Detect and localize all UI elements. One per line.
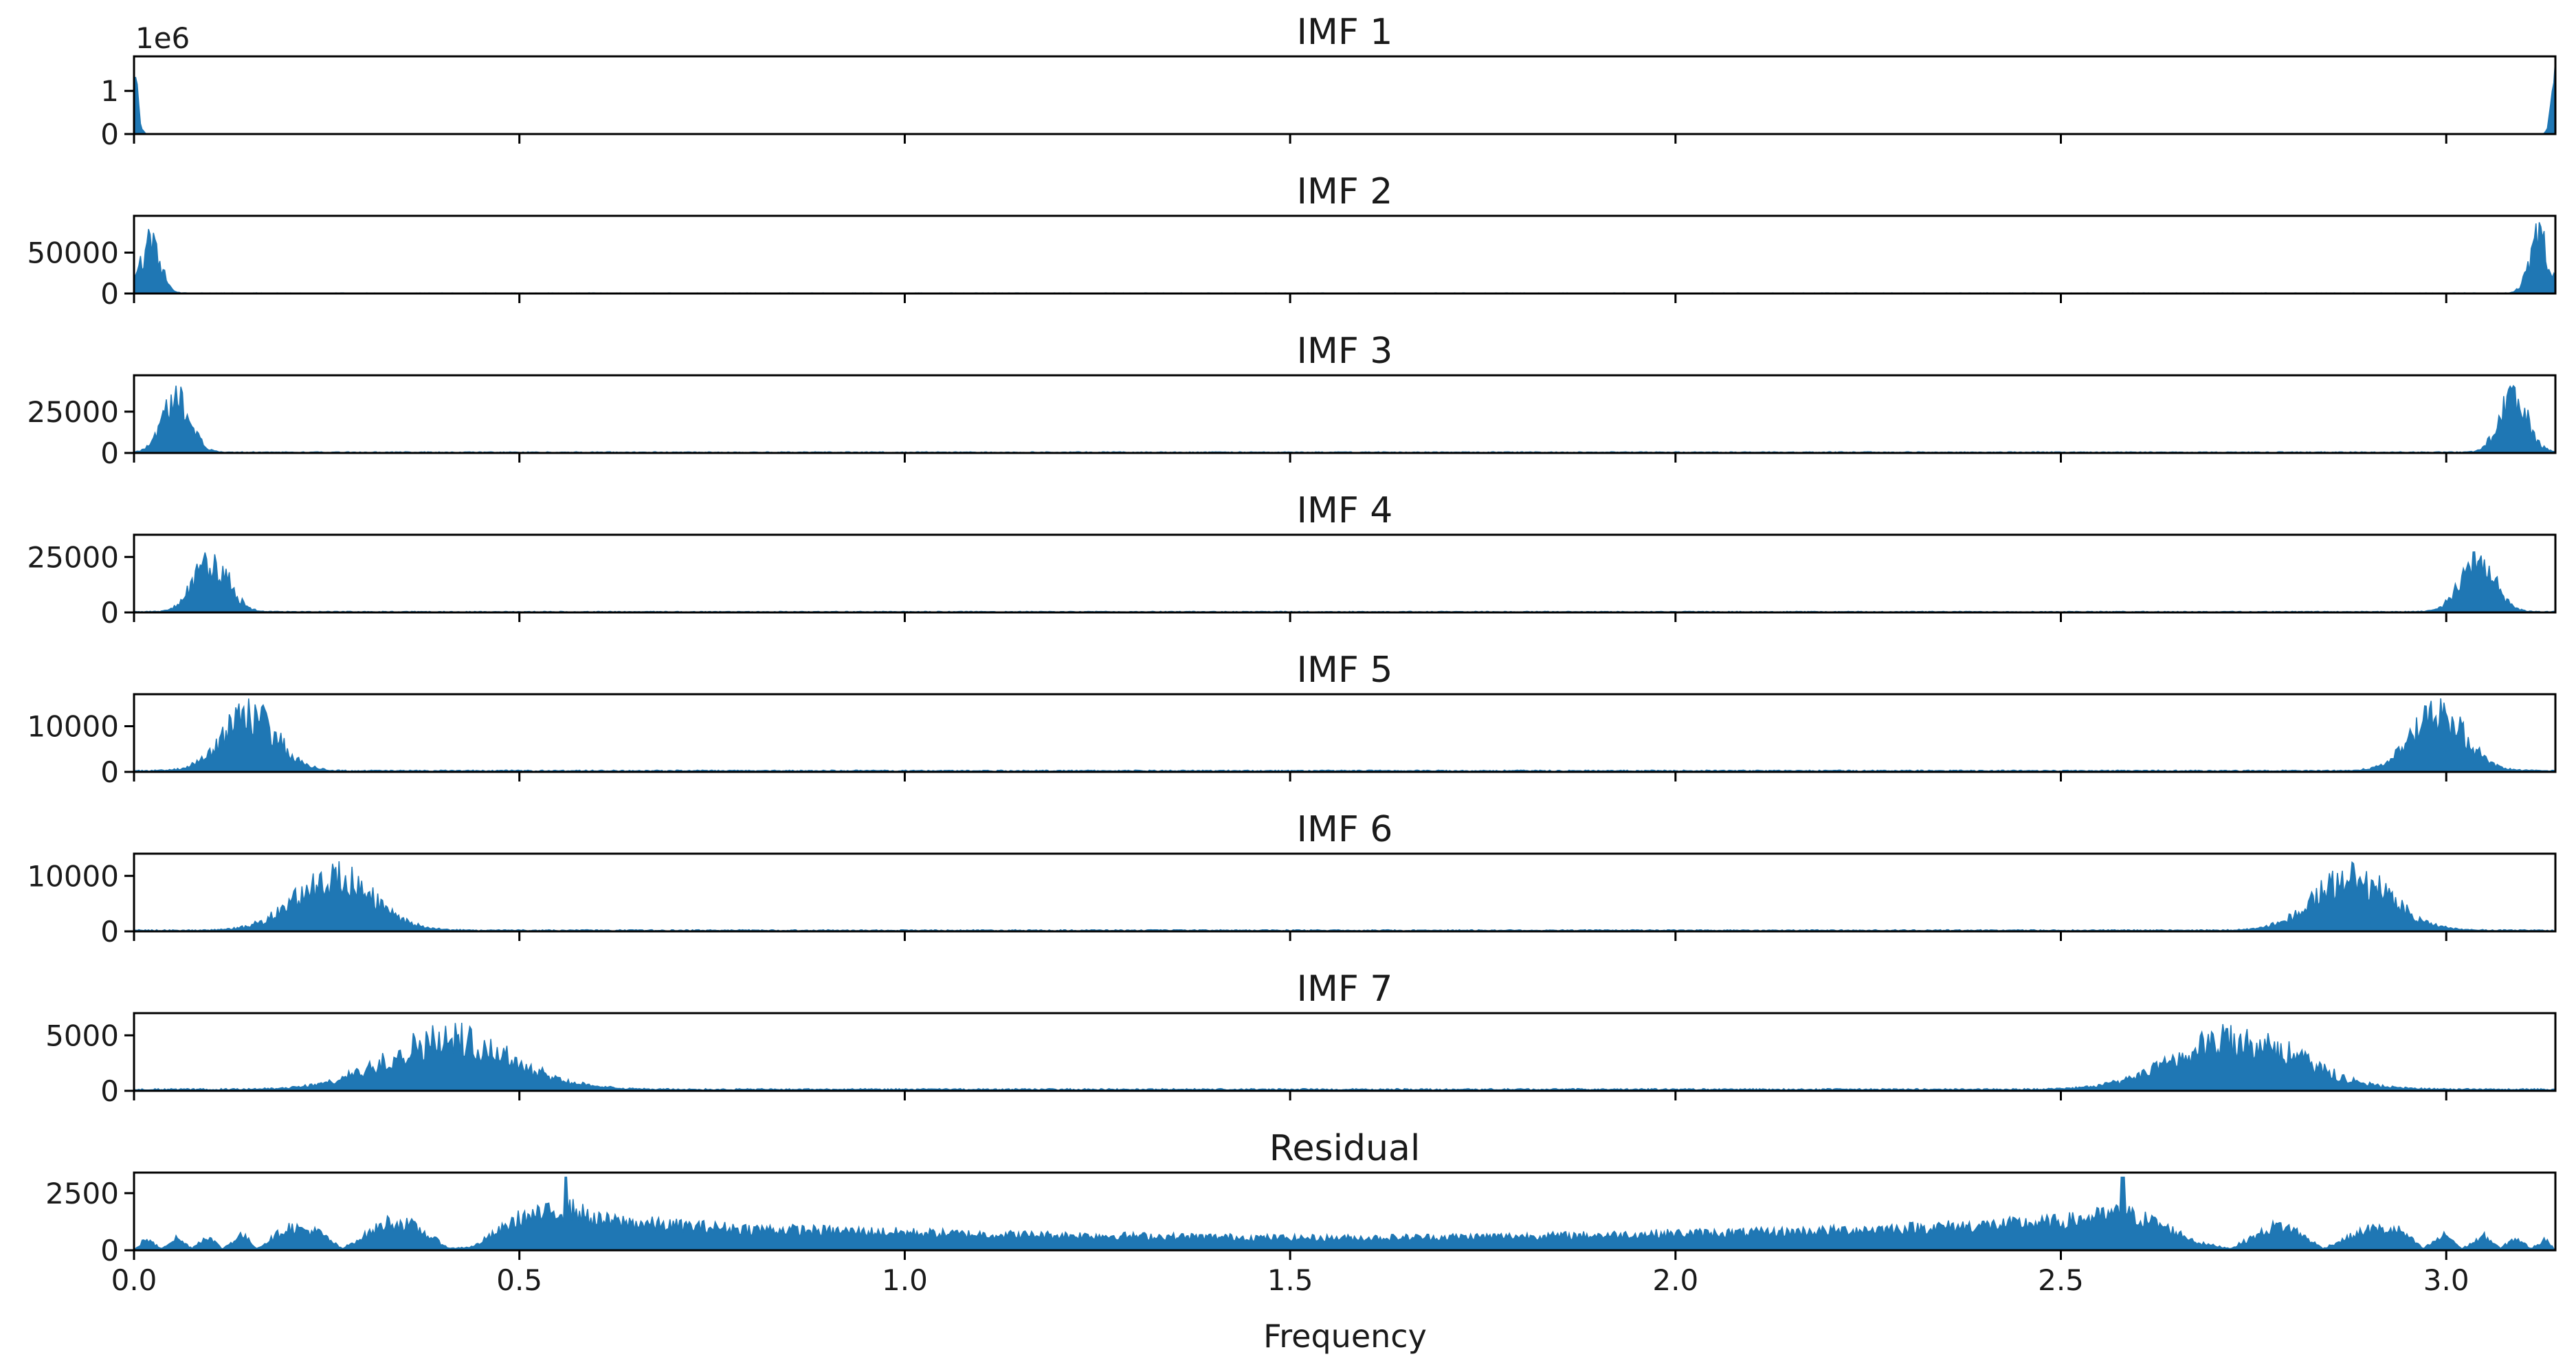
y-tick-label: 0: [100, 1074, 119, 1108]
y-tick-label: 0: [100, 118, 119, 151]
y-tick-label: 5000: [45, 1019, 119, 1052]
subplot-title: IMF 4: [1297, 490, 1393, 531]
axes-frame: [133, 852, 2557, 933]
y-tick-label: 0: [100, 277, 119, 311]
y-tick-label: 0: [100, 436, 119, 470]
subplot-4: IMF 4 0 25000: [27, 490, 2557, 630]
subplot-7: IMF 7 0 5000: [45, 968, 2557, 1108]
y-tick-label: 10000: [27, 710, 119, 744]
axes-frame: [133, 374, 2557, 454]
x-tick-label: 1.0: [882, 1263, 928, 1297]
y-tick-label: 25000: [27, 540, 119, 574]
x-axis-label: Frequency: [1263, 1318, 1427, 1355]
y-tick-label: 0: [100, 596, 119, 630]
axes-frame: [133, 693, 2557, 773]
axes-frame: [133, 214, 2557, 295]
spectrum-area: [134, 1022, 2555, 1091]
x-tick-label: 0.5: [496, 1263, 542, 1297]
axes-frame: [133, 1012, 2557, 1092]
y-offset-text: 1e6: [135, 21, 190, 55]
x-tick-label: 1.5: [1267, 1263, 1313, 1297]
subplot-title: IMF 7: [1297, 968, 1393, 1010]
y-tick-label: 0: [100, 1234, 119, 1267]
subplot-2: IMF 2 0 50000: [27, 171, 2557, 311]
axes-frame: [133, 55, 2557, 135]
subplot-title: Residual: [1269, 1128, 1421, 1169]
axes-frame: [133, 533, 2557, 614]
y-tick-label: 1: [100, 74, 119, 108]
subplot-3: IMF 3 0 25000: [27, 331, 2557, 470]
subplot-5: IMF 5 0 10000: [27, 650, 2557, 789]
axes-frame: [133, 1171, 2557, 1252]
y-tick-label: 50000: [27, 236, 119, 270]
y-tick-label: 2500: [45, 1177, 119, 1210]
subplot-8: Residual 0 2500 0.0 0.5 1.0 1.5 2.0 2.5 3.0: [45, 1128, 2557, 1297]
y-tick-label: 25000: [27, 395, 119, 429]
y-tick-label: 10000: [27, 859, 119, 893]
subplot-title: IMF 5: [1297, 650, 1393, 691]
subplot-1: IMF 1 1e6 0 1: [100, 12, 2557, 151]
subplot-title: IMF 3: [1297, 331, 1393, 372]
subplot-title: IMF 6: [1297, 809, 1393, 850]
subplot-title: IMF 2: [1297, 171, 1393, 212]
x-tick-label: 0.0: [111, 1263, 157, 1297]
subplot-6: IMF 6 0 10000: [27, 809, 2557, 949]
x-tick-label: 3.0: [2423, 1263, 2469, 1297]
spectrum-area: [134, 1176, 2555, 1250]
x-tick-label: 2.5: [2038, 1263, 2084, 1297]
subplot-title: IMF 1: [1297, 12, 1393, 53]
y-tick-label: 0: [100, 915, 119, 949]
y-tick-label: 0: [100, 755, 119, 789]
x-tick-label: 2.0: [1652, 1263, 1698, 1297]
